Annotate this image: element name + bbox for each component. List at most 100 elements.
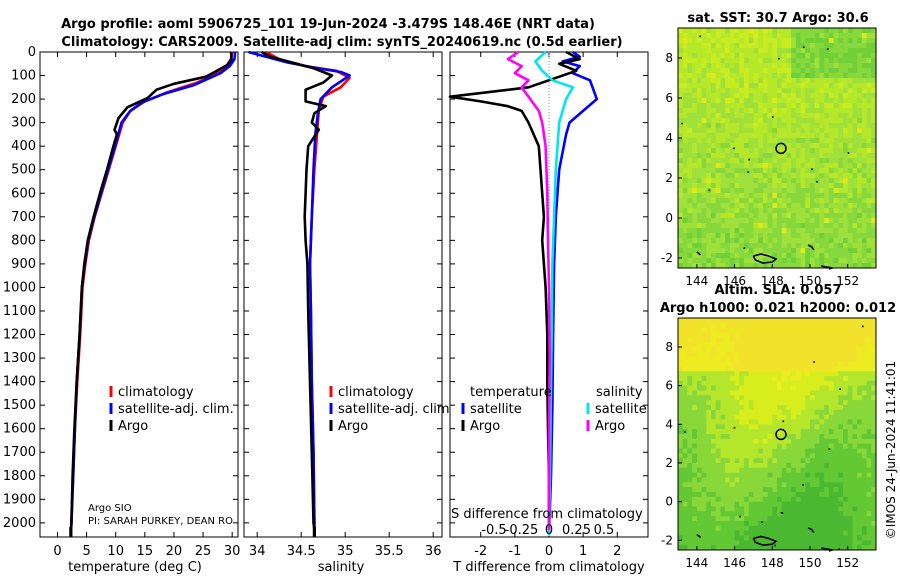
heatmap-cell xyxy=(828,73,834,79)
heatmap-cell xyxy=(819,168,825,174)
heatmap-cell xyxy=(833,233,839,239)
heatmap-cell xyxy=(861,429,867,435)
heatmap-cell xyxy=(810,516,816,522)
heatmap-cell xyxy=(781,258,787,264)
heatmap-cell xyxy=(800,448,806,454)
heatmap-cell xyxy=(819,400,825,406)
heatmap-cell xyxy=(729,33,735,39)
heatmap-cell xyxy=(758,318,764,324)
heatmap-cell xyxy=(824,188,830,194)
heatmap-cell xyxy=(772,380,778,387)
heatmap-cell xyxy=(777,163,783,169)
heatmap-cell xyxy=(678,203,684,209)
heatmap-cell xyxy=(791,472,797,478)
heatmap-cell xyxy=(866,322,872,329)
heatmap-cell xyxy=(711,213,717,219)
heatmap-cell xyxy=(744,138,750,144)
heatmap-cell xyxy=(871,347,877,353)
heatmap-cell xyxy=(748,395,754,401)
heatmap-cell xyxy=(843,183,849,189)
heatmap-cell xyxy=(762,530,768,536)
heatmap-cell xyxy=(847,223,853,229)
land-pixel xyxy=(802,484,804,486)
y-tick-label: 700 xyxy=(11,210,36,225)
heatmap-cell xyxy=(814,380,820,387)
heatmap-cell xyxy=(729,183,735,189)
heatmap-cell xyxy=(843,395,849,401)
heatmap-cell xyxy=(772,143,778,149)
heatmap-cell xyxy=(734,218,740,224)
heatmap-cell xyxy=(852,48,858,54)
heatmap-cell xyxy=(838,43,844,49)
heatmap-cell xyxy=(739,73,745,79)
heatmap-cell xyxy=(692,516,698,522)
heatmap-cell xyxy=(753,183,759,189)
heatmap-cell xyxy=(772,506,778,512)
heatmap-cell xyxy=(866,98,872,104)
heatmap-cell xyxy=(795,113,801,119)
heatmap-cell xyxy=(711,83,717,89)
heatmap-cell xyxy=(701,218,707,224)
heatmap-cell xyxy=(828,390,834,396)
heatmap-cell xyxy=(781,482,787,488)
heatmap-cell xyxy=(857,183,863,189)
heatmap-cell xyxy=(777,516,783,522)
heatmap-cell xyxy=(843,347,849,353)
heatmap-cell xyxy=(734,83,740,89)
heatmap-cell xyxy=(810,123,816,129)
heatmap-cell xyxy=(748,163,754,169)
heatmap-cell xyxy=(838,371,844,377)
heatmap-cell xyxy=(762,467,768,474)
heatmap-cell xyxy=(758,506,764,512)
heatmap-cell xyxy=(744,366,750,372)
heatmap-cell xyxy=(833,73,839,79)
heatmap-cell xyxy=(687,400,693,406)
heatmap-cell xyxy=(701,223,707,229)
heatmap-cell xyxy=(777,253,783,259)
heatmap-cell xyxy=(847,113,853,119)
heatmap-cell xyxy=(744,218,750,224)
heatmap-cell xyxy=(871,188,877,194)
heatmap-cell xyxy=(828,521,834,527)
land-pixel xyxy=(847,152,850,154)
heatmap-cell xyxy=(729,443,735,449)
heatmap-cell xyxy=(748,511,754,517)
heatmap-cell xyxy=(805,429,811,435)
heatmap-cell xyxy=(692,213,698,219)
heatmap-cell xyxy=(739,28,745,34)
heatmap-cell xyxy=(696,133,702,139)
heatmap-cell xyxy=(758,253,764,259)
heatmap-cell xyxy=(786,434,792,440)
heatmap-cell xyxy=(838,351,844,358)
heatmap-cell xyxy=(800,385,806,391)
heatmap-cell xyxy=(819,83,825,89)
heatmap-cell xyxy=(781,332,787,338)
heatmap-cell xyxy=(819,33,825,39)
heatmap-cell xyxy=(791,530,797,536)
heatmap-cell xyxy=(692,33,698,39)
heatmap-cell xyxy=(729,263,735,269)
heatmap-cell xyxy=(833,361,839,367)
heatmap-cell xyxy=(687,511,693,517)
heatmap-cell xyxy=(734,405,740,411)
heatmap-cell xyxy=(861,366,867,372)
heatmap-cell xyxy=(800,258,806,264)
heatmap-cell xyxy=(824,458,830,464)
heatmap-cell xyxy=(758,58,764,64)
heatmap-cell xyxy=(725,540,731,546)
heatmap-cell xyxy=(777,98,783,104)
heatmap-cell xyxy=(744,173,750,179)
heatmap-cell xyxy=(678,233,684,239)
heatmap-cell xyxy=(871,103,877,109)
heatmap-cell xyxy=(734,318,740,324)
heatmap-cell xyxy=(734,193,740,199)
heatmap-cell xyxy=(734,535,740,541)
heatmap-cell xyxy=(678,103,684,109)
heatmap-cell xyxy=(734,138,740,144)
heatmap-cell xyxy=(762,188,768,194)
heatmap-cell xyxy=(701,73,707,79)
heatmap-cell xyxy=(800,178,806,184)
heatmap-cell xyxy=(861,193,867,199)
heatmap-cell xyxy=(857,213,863,219)
heatmap-cell xyxy=(866,238,872,244)
